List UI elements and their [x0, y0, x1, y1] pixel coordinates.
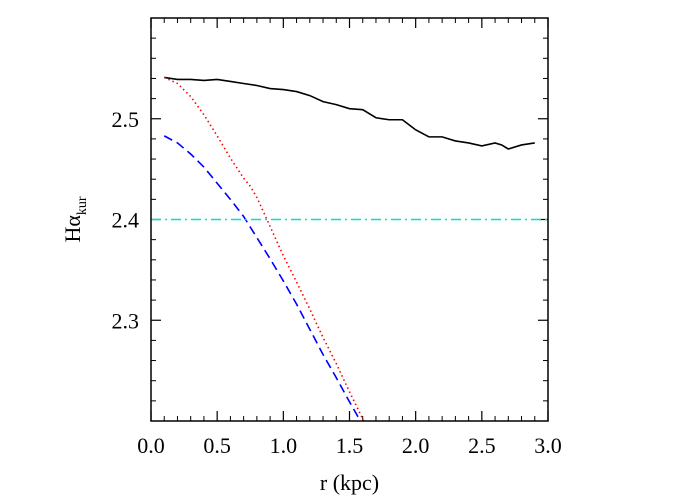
- y-tick-label: 2.5: [112, 107, 140, 132]
- x-tick-label: 0.0: [137, 433, 165, 458]
- x-tick-label: 0.5: [203, 433, 231, 458]
- x-axis-label: r (kpc): [320, 470, 379, 495]
- series-line-dashed: [163, 135, 362, 421]
- y-axis-label-main: Hα: [60, 215, 85, 243]
- y-tick-label: 2.3: [112, 308, 140, 333]
- series-layer: [151, 76, 548, 421]
- x-tick-label: 1.0: [270, 433, 298, 458]
- plot-frame: [150, 17, 549, 422]
- y-axis-label: Hαkur: [60, 196, 90, 242]
- x-tick-label: 2.0: [402, 433, 430, 458]
- axis-ticks: [150, 18, 549, 421]
- y-tick-label: 2.4: [112, 208, 140, 233]
- series-line-solid: [164, 76, 535, 150]
- x-tick-label: 2.5: [468, 433, 496, 458]
- y-axis-label-subscript: kur: [75, 196, 90, 215]
- tick-labels: 0.0 0.5 1.0 1.5 2.0 2.5 3.0 2.3 2.4 2.5: [112, 107, 562, 458]
- series-line-dotted: [163, 76, 365, 421]
- x-tick-label: 1.5: [336, 433, 364, 458]
- x-tick-label: 3.0: [534, 433, 562, 458]
